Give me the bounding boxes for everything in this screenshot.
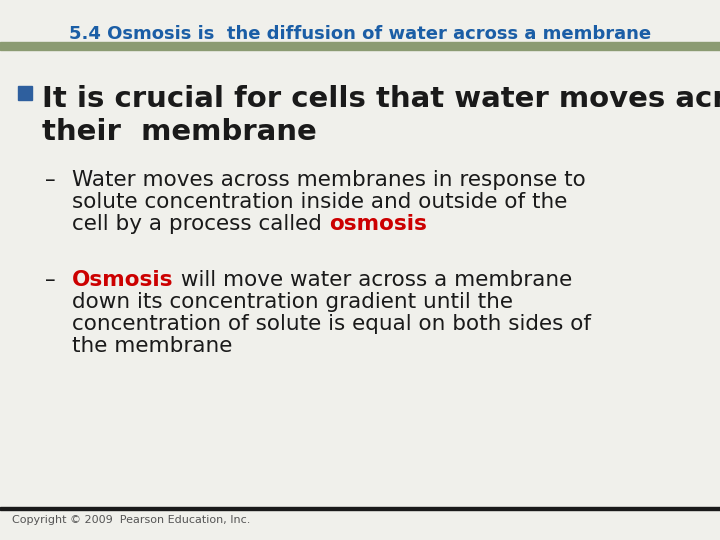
- Text: the membrane: the membrane: [72, 336, 233, 356]
- Text: concentration of solute is equal on both sides of: concentration of solute is equal on both…: [72, 314, 591, 334]
- Text: their  membrane: their membrane: [42, 118, 317, 146]
- Text: solute concentration inside and outside of the: solute concentration inside and outside …: [72, 192, 567, 212]
- Text: Osmosis: Osmosis: [72, 270, 174, 290]
- Text: Water moves across membranes in response to: Water moves across membranes in response…: [72, 170, 586, 190]
- Text: down its concentration gradient until the: down its concentration gradient until th…: [72, 292, 513, 312]
- Text: –: –: [45, 270, 55, 290]
- Text: 5.4 Osmosis is  the diffusion of water across a membrane: 5.4 Osmosis is the diffusion of water ac…: [69, 25, 651, 43]
- Bar: [0, 42, 720, 50]
- Text: will move water across a membrane: will move water across a membrane: [174, 270, 572, 290]
- Bar: [0, 507, 720, 510]
- Bar: [18, 86, 32, 100]
- Text: It is crucial for cells that water moves across: It is crucial for cells that water moves…: [42, 85, 720, 113]
- Text: osmosis: osmosis: [329, 214, 427, 234]
- Text: –: –: [45, 170, 55, 190]
- Text: Copyright © 2009  Pearson Education, Inc.: Copyright © 2009 Pearson Education, Inc.: [12, 515, 251, 525]
- Text: cell by a process called: cell by a process called: [72, 214, 329, 234]
